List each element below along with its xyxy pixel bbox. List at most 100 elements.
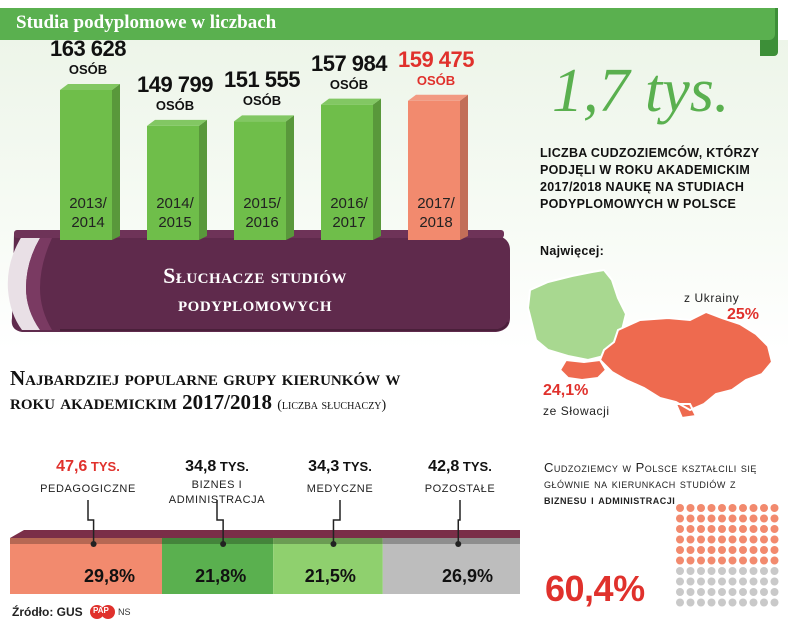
business-share: 60,4%: [545, 568, 645, 609]
dot-36: [739, 535, 747, 544]
dot-17: [749, 514, 758, 523]
business-text-main: Cudzoziemcy w Polsce kształcili się głów…: [544, 460, 757, 491]
dot-96: [739, 598, 747, 607]
dot-48: [760, 546, 768, 554]
dot-63: [707, 567, 716, 575]
dot-62: [697, 567, 705, 575]
dot-11: [686, 514, 695, 523]
bar-side-4: [460, 94, 468, 241]
section-subtitle: (liczba słuchaczy): [277, 398, 387, 413]
bar-3: [321, 104, 373, 240]
dot-24: [718, 525, 726, 533]
dot-67: [749, 567, 758, 575]
bar-value-label-3: 157 984: [310, 50, 388, 76]
bar-side-3: [373, 98, 381, 240]
share-label-0: 29,8%: [83, 566, 136, 586]
bar-unit-label-2: OSÓB: [242, 93, 282, 109]
slovakia-label: ze Słowacji: [543, 404, 610, 418]
pap-logo: [90, 605, 115, 619]
foreigners-description: liczba cudzoziemców, którzy podjęli w ro…: [540, 146, 760, 211]
dot-18: [760, 514, 768, 523]
dot-44: [718, 546, 726, 554]
segment-1: [161, 538, 274, 594]
connector-3: [457, 500, 461, 542]
dot-78: [760, 577, 768, 586]
dot-28: [760, 525, 768, 533]
dot-19: [770, 514, 779, 523]
dot-34: [718, 535, 726, 544]
dot-51: [686, 556, 695, 565]
group-value-unit-2: TYS.: [339, 459, 372, 474]
dot-72: [697, 577, 705, 586]
connector-dot-0: [90, 541, 97, 547]
dot-74: [718, 577, 726, 586]
business-text-bold: biznesu i administracji: [544, 492, 676, 507]
dot-52: [697, 556, 705, 565]
dot-49: [770, 546, 779, 554]
dot-91: [686, 598, 695, 607]
bars-series: [60, 84, 468, 241]
book-graphic: [7, 230, 510, 332]
dot-94: [718, 598, 726, 607]
dot-0: [676, 504, 684, 512]
dot-73: [707, 577, 716, 586]
dot-2: [697, 504, 705, 512]
group-value-unit-3: TYS.: [459, 459, 492, 474]
bar-unit-label-3: OSÓB: [329, 76, 369, 92]
dot-65: [728, 567, 737, 575]
dot-27: [749, 525, 758, 533]
dot-61: [686, 567, 695, 575]
dot-83: [707, 588, 716, 596]
dot-82: [697, 588, 705, 596]
source-label: Źródło: GUS: [12, 605, 83, 619]
connector-2: [332, 500, 341, 542]
segment-2: [273, 538, 383, 594]
dot-98: [760, 598, 768, 607]
slovakia-share: 24,1%: [543, 382, 589, 399]
stacked-bar-chart: [10, 500, 520, 594]
label-connectors: [87, 500, 462, 547]
dot-42: [697, 546, 705, 554]
group-value-number-3: 42,8: [428, 458, 460, 475]
group-label-3: pozostałe: [424, 483, 496, 495]
banner-title: Studia podyplomowe w liczbach: [16, 12, 277, 33]
dot-12: [697, 514, 705, 523]
section-title-text: Najbardziej popularne grupy kierunków w …: [10, 366, 401, 414]
dot-40: [676, 546, 684, 554]
dot-89: [770, 588, 779, 596]
foreigners-count: 1,7 tys.: [552, 57, 730, 125]
bar-top-3: [321, 98, 381, 105]
segment-3: [382, 538, 520, 594]
dot-38: [760, 535, 768, 544]
stacked-bar-segments: [10, 538, 520, 594]
bar-0: [60, 90, 112, 240]
bar-top-0: [60, 84, 120, 90]
dot-15: [728, 514, 737, 523]
bar-value-label-0: 163 628: [49, 36, 127, 61]
segment-shadow-2: [273, 538, 383, 544]
dot-55: [728, 556, 737, 565]
group-value-unit-0: TYS.: [87, 459, 120, 474]
dot-57: [749, 556, 758, 565]
bar-unit-label-1: OSÓB: [155, 97, 195, 113]
dot-93: [707, 598, 716, 607]
bar-top-2: [234, 115, 294, 122]
section-title: Najbardziej popularne grupy kierunków w …: [10, 366, 430, 418]
bar-top-4: [408, 94, 468, 101]
dot-95: [728, 598, 737, 607]
dot-32: [697, 535, 705, 544]
group-value-number-0: 47,6: [56, 458, 88, 475]
connector-dot-1: [220, 541, 227, 547]
dot-68: [760, 567, 768, 575]
bar-unit-label-0: OSÓB: [68, 62, 108, 77]
dot-47: [749, 546, 758, 554]
share-label-3: 26,9%: [442, 566, 494, 586]
dot-81: [686, 588, 695, 596]
share-label-2: 21,5%: [304, 566, 356, 586]
share-label-1: 21,8%: [195, 566, 247, 586]
dot-53: [707, 556, 716, 565]
bar-top-1: [147, 119, 207, 126]
dot-25: [728, 525, 737, 533]
group-value-2: 34,3 TYS.: [275, 458, 405, 476]
